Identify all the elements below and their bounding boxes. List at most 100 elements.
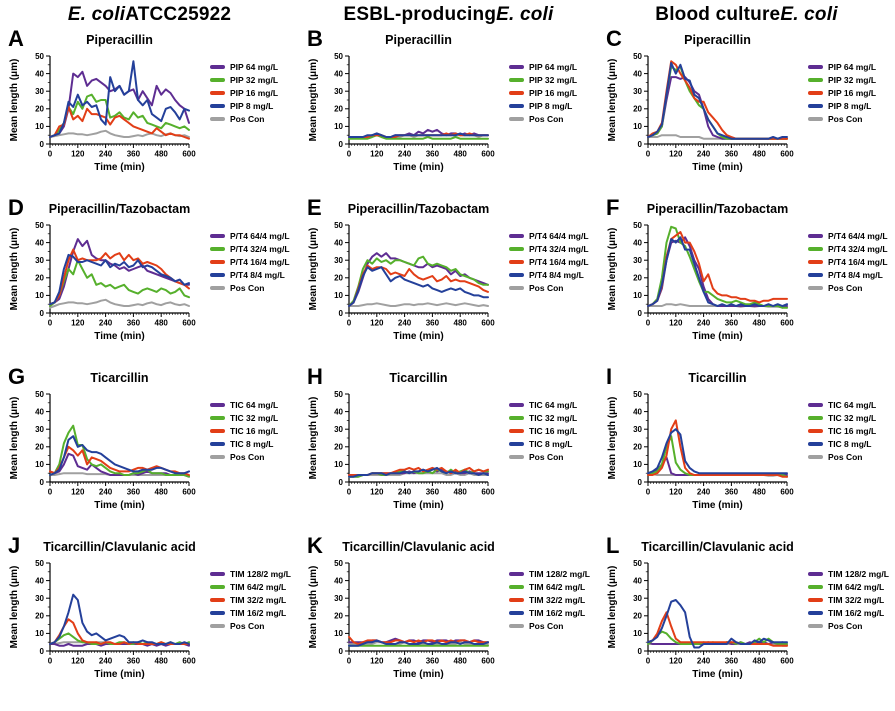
x-tick-label: 240 xyxy=(398,488,412,497)
panel-H: H Ticarcillin 0 10 20 30 40 50 0 120 240 360 480 600 T… xyxy=(299,366,598,537)
column-header-1: E. coli ATCC25922 xyxy=(0,0,299,30)
legend-label: Pos Con xyxy=(529,621,564,631)
x-tick-label: 480 xyxy=(155,319,169,328)
x-tick-label: 120 xyxy=(71,150,85,159)
series-line-tim-16-2-mg-l xyxy=(348,639,489,647)
series-line-p-t4-8-4-mg-l xyxy=(49,253,190,306)
legend-swatch xyxy=(808,286,823,290)
legend-swatch xyxy=(808,78,823,82)
y-tick-label: 30 xyxy=(633,594,642,603)
y-tick-label: 50 xyxy=(334,52,343,61)
legend-swatch xyxy=(509,260,524,264)
legend-swatch xyxy=(210,442,225,446)
legend-item: P/T4 64/4 mg/L xyxy=(509,231,589,241)
panel-head: G Ticarcillin xyxy=(6,366,299,388)
legend-swatch xyxy=(509,598,524,602)
series-line-tic-32-mg-l xyxy=(49,424,190,478)
panel-head: F Piperacillin/Tazobactam xyxy=(604,197,895,219)
y-tick-label: 30 xyxy=(334,87,343,96)
legend-label: Pos Con xyxy=(230,283,265,293)
legend-label: P/T4 16/4 mg/L xyxy=(828,257,888,267)
series-line-tim-32-2-mg-l xyxy=(49,618,190,645)
legend-label: TIM 128/2 mg/L xyxy=(230,569,291,579)
legend-item: TIM 32/2 mg/L xyxy=(509,595,590,605)
panel-E: E Piperacillin/Tazobactam 0 10 20 30 40 50 0 120 2… xyxy=(299,197,598,368)
y-tick-label: 40 xyxy=(633,407,642,416)
panel-body: 0 10 20 30 40 50 0 120 240 360 480 600 Time (min) Mea… xyxy=(604,50,895,180)
x-tick-label: 360 xyxy=(127,657,141,666)
chart-plot-K: 0 10 20 30 40 50 0 120 240 360 480 600 Time (min) Mea… xyxy=(308,559,495,680)
legend-label: PIP 64 mg/L xyxy=(529,62,578,72)
legend-swatch xyxy=(509,65,524,69)
legend-swatch xyxy=(509,91,524,95)
legend-swatch xyxy=(210,572,225,576)
legend-swatch xyxy=(210,624,225,628)
y-tick-label: 0 xyxy=(638,140,643,149)
x-tick-label: 0 xyxy=(646,319,651,328)
legend-I: TIC 64 mg/L TIC 32 mg/L TIC 16 mg/L TIC 8 m… xyxy=(808,388,876,465)
legend-label: PIP 8 mg/L xyxy=(230,101,274,111)
legend-swatch xyxy=(210,273,225,277)
legend-label: TIM 32/2 mg/L xyxy=(230,595,287,605)
x-tick-label: 600 xyxy=(481,150,495,159)
y-tick-label: 20 xyxy=(334,105,343,114)
chart-title: Ticarcillin xyxy=(389,371,448,385)
y-axis-title: Mean length (μm) xyxy=(308,228,319,311)
chart-title: Piperacillin/Tazobactam xyxy=(646,202,789,216)
legend-label: Pos Con xyxy=(230,621,265,631)
series-line-tic-8-mg-l xyxy=(647,428,788,475)
x-tick-label: 240 xyxy=(697,657,711,666)
y-tick-label: 40 xyxy=(35,238,44,247)
series-line-p-t4-32-4-mg-l xyxy=(348,255,489,307)
legend-item: PIP 32 mg/L xyxy=(210,75,278,85)
legend-label: TIC 32 mg/L xyxy=(828,413,877,423)
y-tick-label: 30 xyxy=(334,256,343,265)
x-tick-label: 600 xyxy=(182,488,196,497)
legend-item: P/T4 64/4 mg/L xyxy=(210,231,290,241)
y-tick-label: 10 xyxy=(35,629,44,638)
panel-letter: L xyxy=(606,533,620,558)
legend-label: TIC 32 mg/L xyxy=(529,413,578,423)
y-tick-label: 10 xyxy=(35,291,44,300)
y-tick-label: 40 xyxy=(334,576,343,585)
y-tick-label: 10 xyxy=(633,122,642,131)
x-tick-label: 600 xyxy=(182,319,196,328)
x-axis-title: Time (min) xyxy=(94,500,144,511)
x-tick-label: 480 xyxy=(155,150,169,159)
x-tick-label: 240 xyxy=(398,150,412,159)
legend-D: P/T4 64/4 mg/L P/T4 32/4 mg/L P/T4 16/4 mg… xyxy=(210,219,290,296)
legend-swatch xyxy=(210,598,225,602)
chart-title: Ticarcillin/Clavulanic acid xyxy=(342,540,495,554)
y-axis-title: Mean length (μm) xyxy=(308,59,319,142)
panel-head: B Piperacillin xyxy=(305,28,598,50)
legend-label: P/T4 16/4 mg/L xyxy=(230,257,290,267)
legend-item: Pos Con xyxy=(808,283,888,293)
legend-swatch xyxy=(808,260,823,264)
legend-swatch xyxy=(509,273,524,277)
legend-label: P/T4 64/4 mg/L xyxy=(828,231,888,241)
x-tick-label: 600 xyxy=(182,150,196,159)
y-tick-label: 50 xyxy=(334,559,343,568)
x-tick-label: 360 xyxy=(725,488,739,497)
y-tick-label: 30 xyxy=(633,425,642,434)
x-tick-label: 0 xyxy=(646,150,651,159)
legend-swatch xyxy=(808,572,823,576)
chart-title: Ticarcillin/Clavulanic acid xyxy=(43,540,196,554)
legend-label: P/T4 32/4 mg/L xyxy=(230,244,290,254)
y-tick-label: 10 xyxy=(334,460,343,469)
y-tick-label: 0 xyxy=(40,647,45,656)
y-tick-label: 40 xyxy=(633,69,642,78)
legend-swatch xyxy=(509,247,524,251)
panel-body: 0 10 20 30 40 50 0 120 240 360 480 600 Time (min) Mea… xyxy=(6,219,299,349)
x-tick-label: 480 xyxy=(753,319,767,328)
legend-label: TIC 64 mg/L xyxy=(230,400,279,410)
legend-label: Pos Con xyxy=(529,114,564,124)
x-tick-label: 360 xyxy=(127,488,141,497)
legend-item: PIP 16 mg/L xyxy=(210,88,278,98)
legend-swatch xyxy=(210,585,225,589)
series-line-p-t4-64-4-mg-l xyxy=(348,252,489,307)
series-line-p-t4-8-4-mg-l xyxy=(348,266,489,307)
y-tick-label: 40 xyxy=(633,238,642,247)
series-line-tic-8-mg-l xyxy=(49,435,190,476)
